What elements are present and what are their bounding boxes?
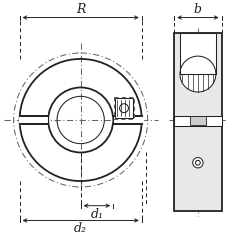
Bar (180, 33, 216, 74)
Text: R: R (76, 2, 85, 16)
Bar (114, 97, 134, 119)
Circle shape (193, 158, 203, 168)
Text: b: b (194, 2, 202, 16)
Text: d₁: d₁ (90, 208, 104, 221)
Bar (174, 116, 222, 126)
Bar (18, 116, 48, 124)
Bar (115, 98, 133, 118)
Text: d₂: d₂ (74, 222, 87, 235)
Bar (113, 116, 143, 124)
Bar (190, 116, 206, 126)
Bar (174, 33, 222, 210)
Circle shape (180, 56, 216, 92)
